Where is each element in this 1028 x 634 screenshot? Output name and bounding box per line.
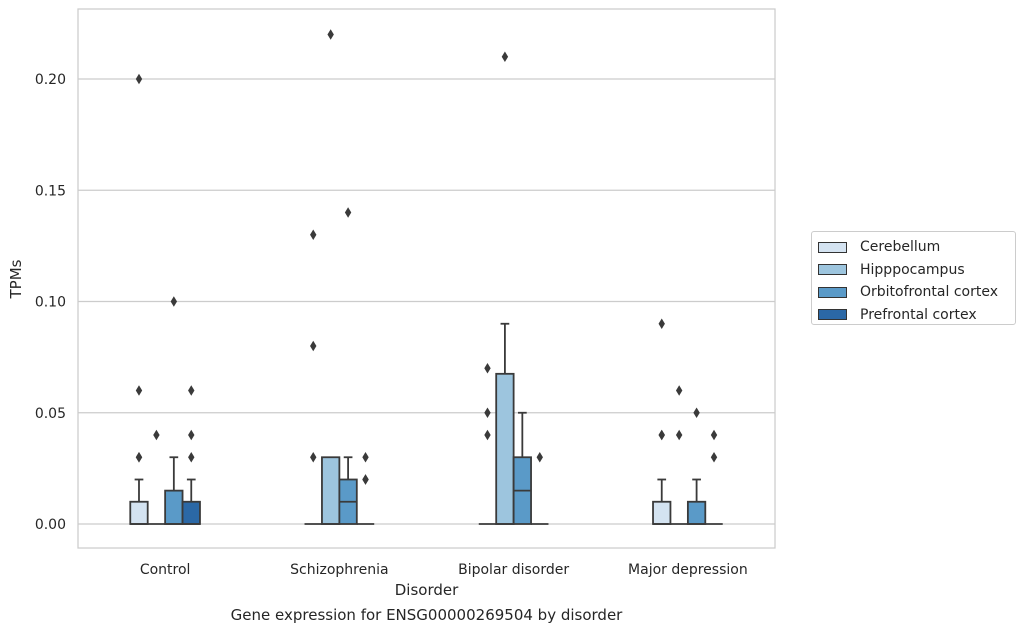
legend-item: Hipppocampus [818, 259, 1015, 282]
box-orbitofrontal-cortex-1 [338, 207, 358, 525]
x-tick-label: Schizophrenia [290, 562, 388, 578]
y-tick-label: 0.20 [35, 72, 66, 88]
outlier-point [135, 385, 143, 396]
box-orbitofrontal-cortex-3 [686, 407, 707, 525]
outlier-point [536, 452, 543, 463]
y-axis-label: TPMs [7, 259, 25, 299]
box [495, 372, 515, 525]
outlier-point [658, 318, 665, 329]
outlier-point [710, 452, 718, 463]
box [129, 500, 149, 525]
outlier-point [693, 407, 700, 418]
x-axis-label: Disorder [395, 581, 459, 599]
y-tick-label: 0.00 [35, 517, 66, 533]
box-hipppocampus-0 [147, 429, 166, 525]
outlier-point [327, 29, 334, 40]
box-cerebellum-2 [478, 363, 497, 525]
y-axis-ticks: 0.00 0.05 0.10 0.15 0.20 [35, 72, 66, 533]
outlier-point [188, 429, 195, 441]
outlier-point [310, 452, 317, 463]
x-tick-label: Bipolar disorder [458, 562, 569, 578]
outlier-point [484, 429, 491, 441]
chart-title: Gene expression for ENSG00000269504 by d… [230, 606, 623, 624]
legend-label: Prefrontal cortex [860, 306, 977, 323]
x-tick-label: Major depression [628, 562, 748, 578]
box-cerebellum-1 [304, 229, 322, 525]
outlier-point [170, 296, 178, 307]
legend-label: Hipppocampus [860, 261, 965, 278]
outlier-point [310, 229, 317, 240]
outlier-point [344, 207, 352, 218]
y-tick-label: 0.10 [35, 295, 66, 311]
legend-swatch [818, 241, 847, 253]
outlier-point [710, 429, 718, 441]
box-hipppocampus-2 [495, 51, 515, 525]
box [686, 500, 707, 525]
legend-swatch [818, 309, 847, 321]
box [321, 456, 341, 525]
plot-area-frame [77, 8, 776, 549]
legend-item: Cerebellum [818, 236, 1015, 259]
box [164, 489, 184, 525]
y-tick-label: 0.05 [35, 406, 66, 422]
legend-label: Cerebellum [860, 239, 941, 256]
outlier-point [188, 385, 195, 396]
outlier-point [675, 385, 683, 396]
legend-swatch [818, 286, 847, 298]
legend-item: Prefrontal cortex [818, 304, 1015, 327]
box-prefrontal-cortex-3 [705, 429, 723, 525]
box-hipppocampus-3 [670, 385, 688, 525]
outlier-point [675, 429, 683, 441]
outlier-point [658, 429, 665, 441]
y-tick-label: 0.15 [35, 183, 66, 199]
box [652, 500, 672, 525]
legend-swatch [818, 264, 847, 276]
grid-lines [78, 78, 775, 525]
outlier-point [135, 73, 143, 85]
box-plot-boxes [129, 29, 723, 525]
box-orbitofrontal-cortex-2 [512, 411, 532, 525]
outlier-point [135, 452, 143, 463]
outlier-point [484, 363, 491, 374]
x-axis-ticks: Control Schizophrenia Bipolar disorder Majo… [140, 562, 748, 578]
outlier-point [501, 51, 509, 62]
box [181, 500, 201, 525]
legend-item: Orbitofrontal cortex [818, 281, 1015, 304]
outlier-point [362, 452, 369, 463]
outlier-point [153, 429, 160, 441]
box-prefrontal-cortex-0 [181, 385, 201, 525]
outlier-point [188, 452, 195, 463]
box-cerebellum-0 [129, 73, 149, 525]
x-tick-label: Control [140, 562, 191, 578]
box-prefrontal-cortex-2 [531, 452, 549, 525]
box-prefrontal-cortex-1 [356, 452, 375, 525]
box-hipppocampus-1 [321, 29, 341, 525]
box-cerebellum-3 [652, 318, 672, 525]
legend-label: Orbitofrontal cortex [860, 284, 998, 301]
legend: Cerebellum Hipppocampus Orbitofrontal cort… [811, 231, 1016, 325]
box-orbitofrontal-cortex-0 [164, 296, 184, 525]
outlier-point [362, 474, 369, 485]
outlier-point [310, 340, 317, 352]
outlier-point [484, 407, 491, 418]
